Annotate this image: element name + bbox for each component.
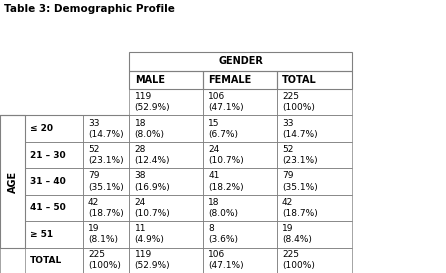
Bar — [25, 168, 83, 195]
Bar — [0, 115, 25, 248]
Text: 19
(8.1%): 19 (8.1%) — [88, 224, 118, 244]
Bar — [129, 115, 203, 142]
Bar — [277, 221, 352, 248]
Text: 41 – 50: 41 – 50 — [30, 203, 66, 212]
Text: 119
(52.9%): 119 (52.9%) — [135, 250, 170, 270]
Text: TOTAL: TOTAL — [30, 256, 62, 265]
Bar — [277, 71, 352, 89]
Bar — [277, 168, 352, 195]
Bar — [203, 71, 277, 89]
Bar — [129, 89, 203, 115]
Bar — [83, 168, 129, 195]
Bar — [83, 142, 129, 168]
Text: 31 – 40: 31 – 40 — [30, 177, 66, 186]
Text: 79
(35.1%): 79 (35.1%) — [88, 171, 124, 192]
Text: 106
(47.1%): 106 (47.1%) — [208, 92, 244, 112]
Bar — [129, 248, 203, 273]
Bar — [129, 168, 203, 195]
Text: ≤ 20: ≤ 20 — [30, 124, 54, 133]
Bar — [203, 142, 277, 168]
Bar — [25, 195, 83, 221]
Text: 225
(100%): 225 (100%) — [282, 92, 315, 112]
Bar — [277, 142, 352, 168]
Text: 11
(4.9%): 11 (4.9%) — [135, 224, 165, 244]
Bar — [203, 195, 277, 221]
Text: AGE: AGE — [8, 170, 17, 192]
Text: 52
(23.1%): 52 (23.1%) — [282, 145, 318, 165]
Text: 24
(10.7%): 24 (10.7%) — [135, 198, 170, 218]
Bar — [129, 52, 352, 71]
Text: 42
(18.7%): 42 (18.7%) — [282, 198, 318, 218]
Text: 24
(10.7%): 24 (10.7%) — [208, 145, 244, 165]
Bar — [203, 168, 277, 195]
Bar — [83, 221, 129, 248]
Text: 106
(47.1%): 106 (47.1%) — [208, 250, 244, 270]
Text: 52
(23.1%): 52 (23.1%) — [88, 145, 124, 165]
Text: 38
(16.9%): 38 (16.9%) — [135, 171, 170, 192]
Bar — [129, 195, 203, 221]
Bar — [203, 221, 277, 248]
Bar — [277, 115, 352, 142]
Text: 33
(14.7%): 33 (14.7%) — [88, 118, 124, 139]
Bar — [129, 221, 203, 248]
Text: 18
(8.0%): 18 (8.0%) — [208, 198, 238, 218]
Text: FEMALE: FEMALE — [208, 75, 252, 85]
Bar — [25, 248, 83, 273]
Text: 225
(100%): 225 (100%) — [282, 250, 315, 270]
Bar — [203, 248, 277, 273]
Text: 119
(52.9%): 119 (52.9%) — [135, 92, 170, 112]
Bar — [129, 142, 203, 168]
Text: 41
(18.2%): 41 (18.2%) — [208, 171, 244, 192]
Text: GENDER: GENDER — [219, 57, 263, 67]
Text: 28
(12.4%): 28 (12.4%) — [135, 145, 170, 165]
Text: 19
(8.4%): 19 (8.4%) — [282, 224, 312, 244]
Text: TOTAL: TOTAL — [282, 75, 317, 85]
Text: 8
(3.6%): 8 (3.6%) — [208, 224, 238, 244]
Bar — [277, 195, 352, 221]
Text: 18
(8.0%): 18 (8.0%) — [135, 118, 165, 139]
Text: 15
(6.7%): 15 (6.7%) — [208, 118, 238, 139]
Text: 33
(14.7%): 33 (14.7%) — [282, 118, 318, 139]
Text: 21 – 30: 21 – 30 — [30, 151, 66, 160]
Text: 225
(100%): 225 (100%) — [88, 250, 121, 270]
Text: MALE: MALE — [135, 75, 165, 85]
Text: Table 3: Demographic Profile: Table 3: Demographic Profile — [4, 4, 175, 14]
Bar — [83, 248, 129, 273]
Bar — [203, 89, 277, 115]
Bar — [203, 115, 277, 142]
Bar — [277, 89, 352, 115]
Text: 42
(18.7%): 42 (18.7%) — [88, 198, 124, 218]
Bar — [83, 195, 129, 221]
Bar — [83, 115, 129, 142]
Bar — [277, 248, 352, 273]
Bar — [25, 142, 83, 168]
Text: ≥ 51: ≥ 51 — [30, 230, 54, 239]
Bar — [129, 71, 203, 89]
Bar — [25, 221, 83, 248]
Bar — [25, 115, 83, 142]
Text: 79
(35.1%): 79 (35.1%) — [282, 171, 318, 192]
